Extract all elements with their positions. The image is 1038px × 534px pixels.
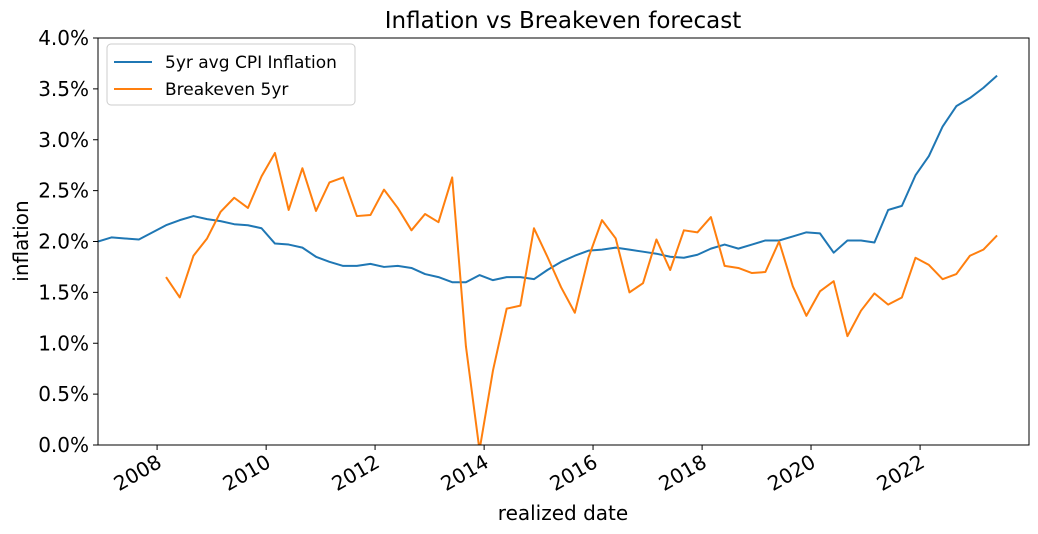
y-tick-label: 1.5% (38, 280, 89, 304)
x-axis: 2008 2010 2012 2014 2016 2018 2020 2022 (109, 445, 929, 496)
y-tick-label: 3.5% (38, 77, 89, 101)
series-layer (98, 74, 998, 445)
x-tick-label: 2010 (219, 450, 275, 496)
series-line-1 (165, 151, 998, 445)
x-tick-label: 2020 (763, 450, 819, 496)
y-tick-label: 3.0% (38, 128, 89, 152)
chart-title: Inflation vs Breakeven forecast (385, 8, 742, 34)
x-axis-label: realized date (498, 501, 628, 525)
y-tick-label: 1.0% (38, 331, 89, 355)
x-tick-label: 2012 (327, 450, 383, 496)
x-tick-label: 2018 (655, 450, 711, 496)
y-tick-label: 2.5% (38, 179, 89, 203)
legend-label-0: 5yr avg CPI Inflation (165, 53, 337, 73)
y-tick-label: 0.0% (38, 433, 89, 457)
y-axis-label: inflation (9, 200, 33, 281)
y-tick-label: 0.5% (38, 382, 89, 406)
x-tick-label: 2022 (872, 450, 928, 496)
y-axis: 0.0% 0.5% 1.0% 1.5% 2.0% 2.5% 3.0% 3.5% 4.0% (38, 26, 98, 457)
legend-label-1: Breakeven 5yr (165, 80, 288, 100)
series-line-0 (98, 74, 998, 284)
x-tick-label: 2008 (109, 450, 165, 496)
y-tick-label: 2.0% (38, 230, 89, 254)
x-tick-label: 2014 (437, 450, 493, 496)
y-tick-label: 4.0% (38, 26, 89, 50)
legend-box (106, 43, 356, 106)
x-tick-label: 2016 (545, 450, 601, 496)
legend: 5yr avg CPI Inflation Breakeven 5yr (106, 43, 356, 106)
